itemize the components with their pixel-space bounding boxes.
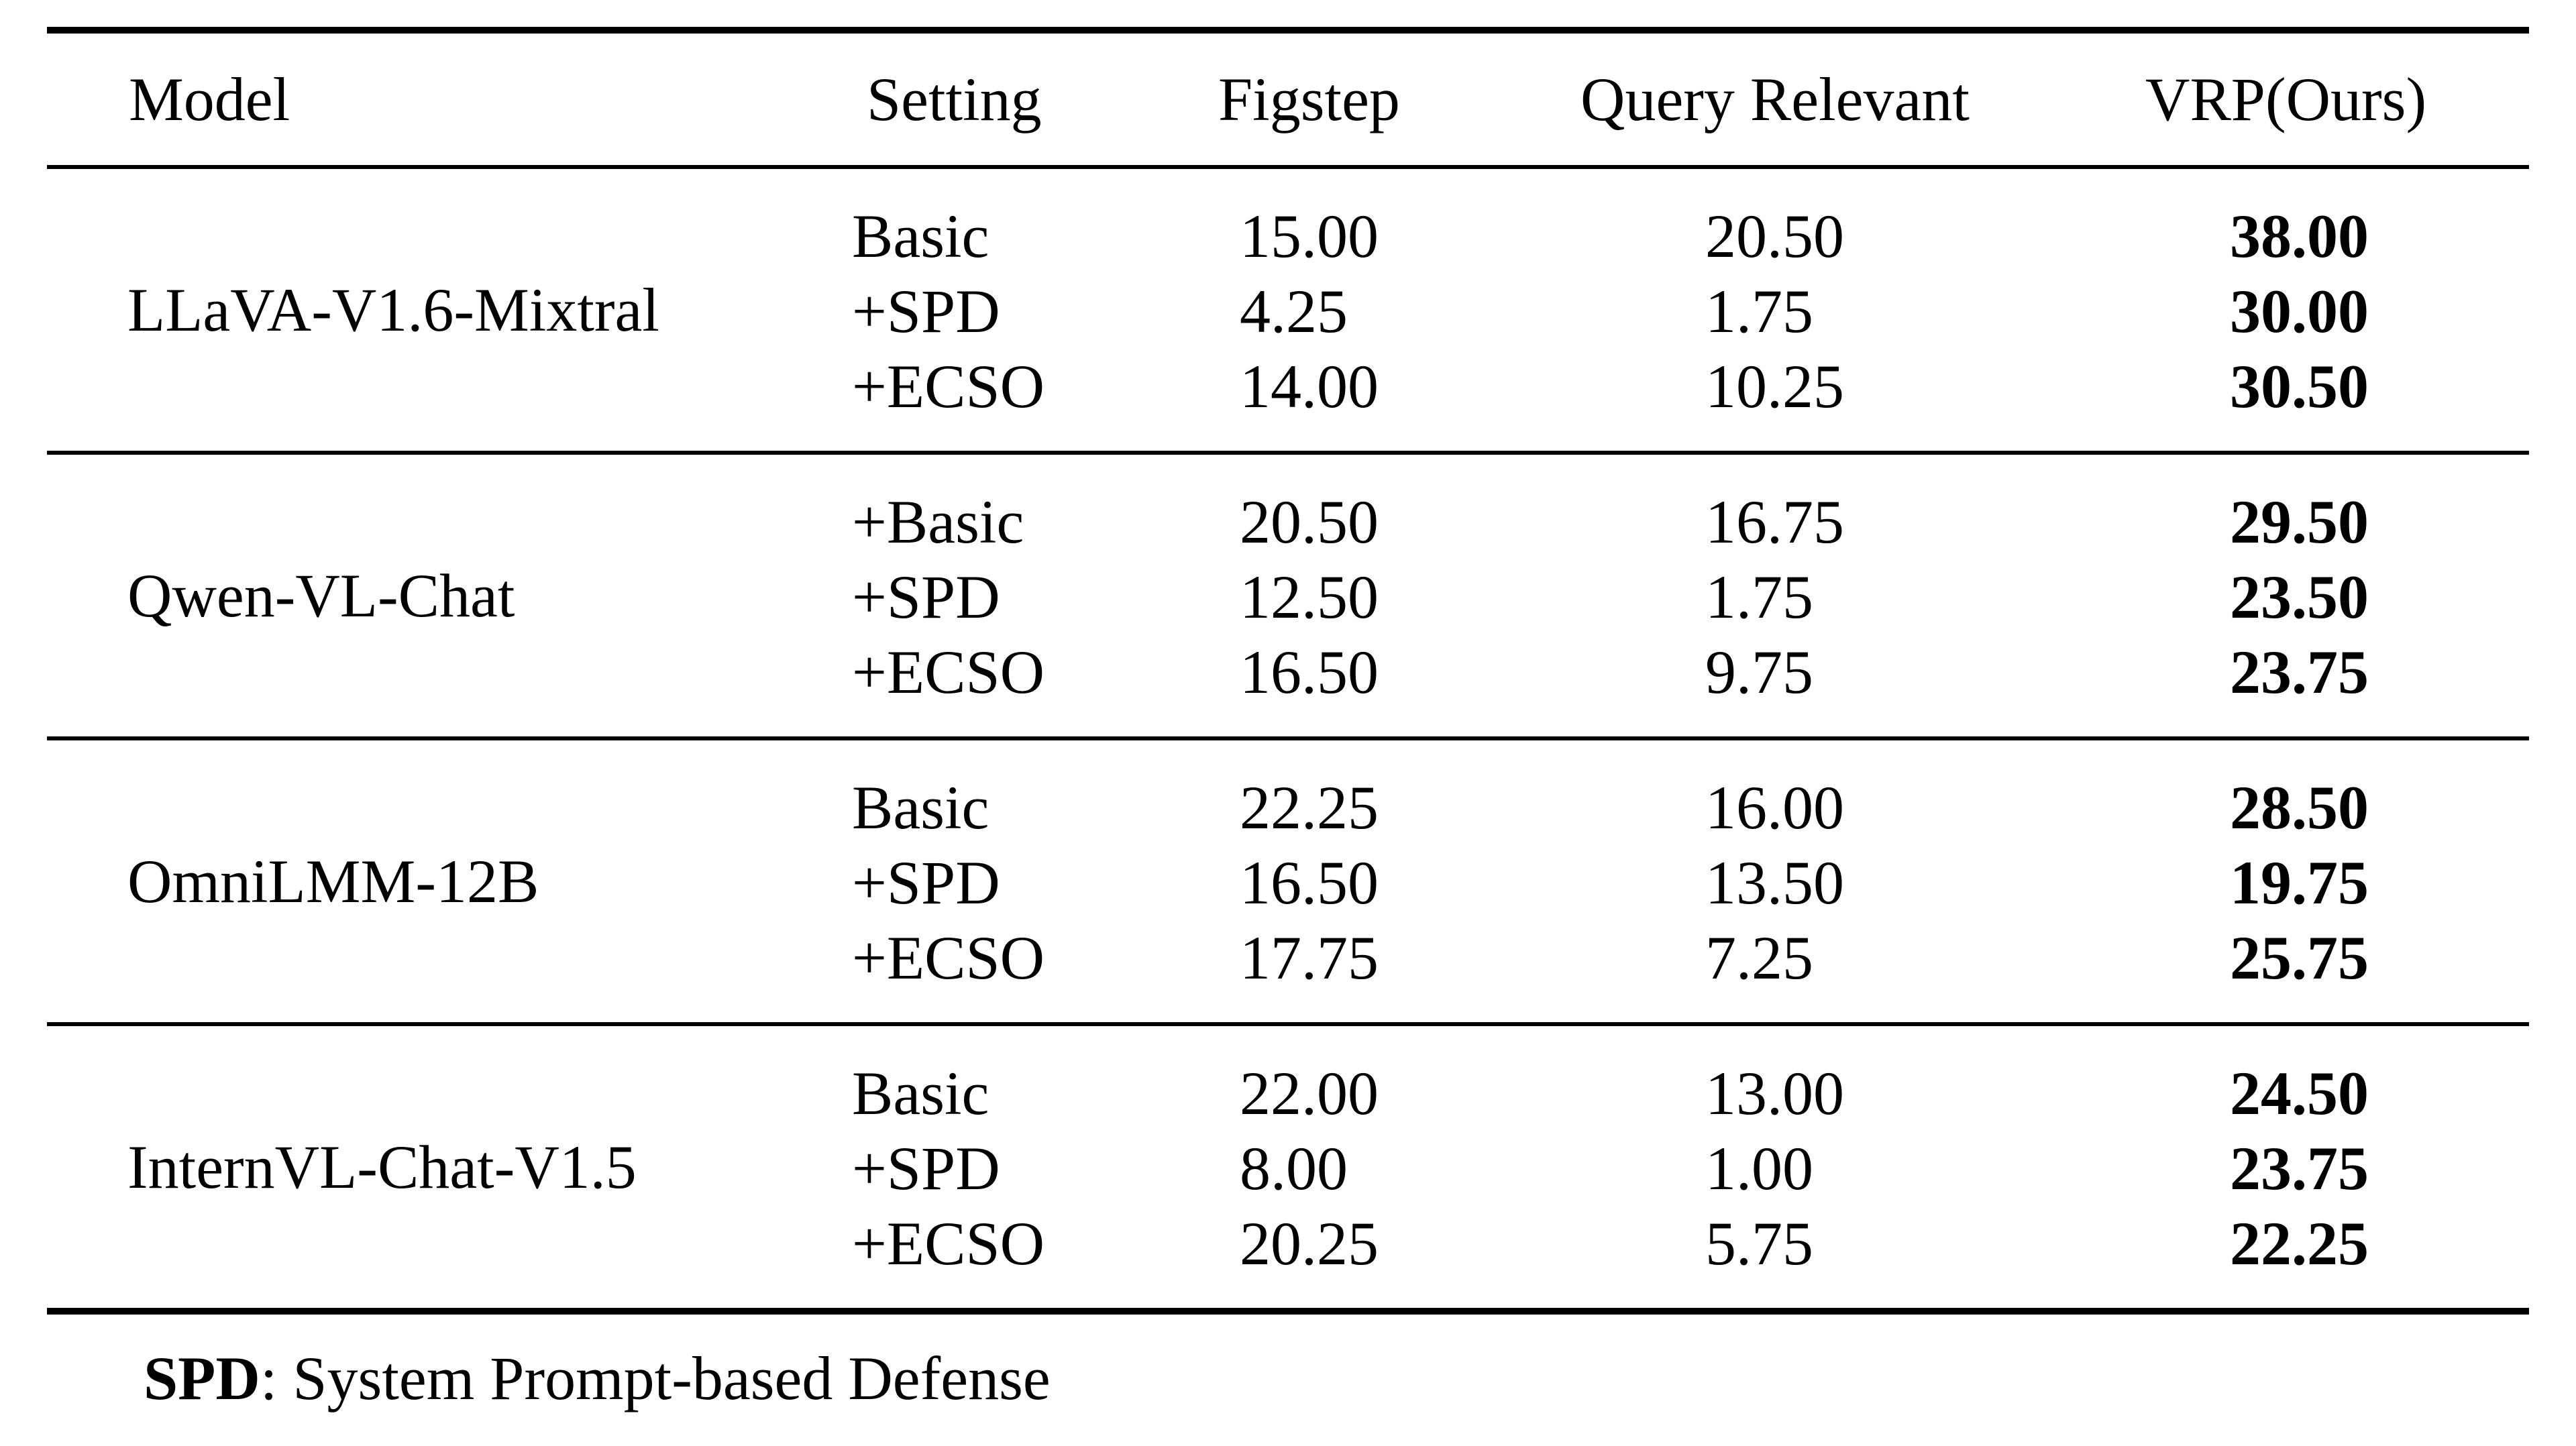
cell-query-relevant: 10.25 [1705,352,1844,421]
cell-figstep: 8.00 [1240,1134,1348,1203]
table-row: Basic 22.00 13.00 24.50 [47,1056,2529,1131]
model-name: OmniLMM-12B [127,847,539,915]
cell-query-relevant: 5.75 [1705,1209,1813,1278]
cell-figstep: 22.25 [1240,773,1379,842]
header-query-relevant: Query Relevant [1580,65,1970,133]
results-table: Model Setting Figstep Query Relevant VRP… [47,27,2529,1315]
table-row: +ECSO 16.50 9.75 23.75 [47,634,2529,710]
cell-vrp: 23.75 [2230,1134,2369,1203]
cell-query-relevant: 13.50 [1705,848,1844,917]
footnote-term: SPD [144,1344,260,1412]
cell-figstep: 17.75 [1240,924,1379,992]
cell-query-relevant: 1.75 [1705,277,1813,345]
cell-query-relevant: 20.50 [1705,202,1844,270]
cell-vrp: 22.25 [2230,1209,2369,1278]
cell-vrp: 24.50 [2230,1059,2369,1127]
cell-vrp: 30.00 [2230,277,2369,345]
header-vrp: VRP(Ours) [2145,65,2427,133]
table-row: +SPD 4.25 1.75 30.00 [47,274,2529,349]
table-row: +SPD 12.50 1.75 23.50 [47,559,2529,634]
model-group-internvl: InternVL-Chat-V1.5 Basic 22.00 13.00 24.… [47,1026,2529,1308]
table-row: +SPD 8.00 1.00 23.75 [47,1131,2529,1206]
cell-setting: +ECSO [852,924,1045,992]
table-row: Basic 15.00 20.50 38.00 [47,199,2529,274]
cell-setting: +Basic [852,488,1024,556]
cell-query-relevant: 9.75 [1705,638,1813,706]
group-divider-rule [47,736,2529,740]
cell-setting: +SPD [852,1134,1000,1203]
cell-vrp: 23.50 [2230,563,2369,631]
cell-vrp: 29.50 [2230,488,2369,556]
cell-setting: Basic [852,1059,989,1127]
model-group-llava: LLaVA-V1.6-Mixtral Basic 15.00 20.50 38.… [47,169,2529,451]
table-row: +ECSO 14.00 10.25 30.50 [47,349,2529,424]
table-row: +Basic 20.50 16.75 29.50 [47,484,2529,559]
cell-query-relevant: 1.75 [1705,563,1813,631]
cell-setting: +ECSO [852,638,1045,706]
cell-setting: Basic [852,202,989,270]
model-name: Qwen-VL-Chat [127,561,515,630]
header-figstep: Figstep [1218,65,1400,133]
cell-figstep: 22.00 [1240,1059,1379,1127]
cell-setting: +SPD [852,563,1000,631]
model-group-qwen: Qwen-VL-Chat +Basic 20.50 16.75 29.50 +S… [47,455,2529,736]
cell-query-relevant: 16.75 [1705,488,1844,556]
table-footnote: SPD: System Prompt-based Defense [144,1343,1051,1414]
table-header-row: Model Setting Figstep Query Relevant VRP… [47,34,2529,165]
table-bottom-rule [47,1308,2529,1315]
cell-setting: +ECSO [852,1209,1045,1278]
cell-query-relevant: 13.00 [1705,1059,1844,1127]
header-model: Model [129,65,290,133]
cell-query-relevant: 16.00 [1705,773,1844,842]
table-row: +ECSO 20.25 5.75 22.25 [47,1206,2529,1281]
cell-figstep: 15.00 [1240,202,1379,270]
cell-query-relevant: 1.00 [1705,1134,1813,1203]
cell-figstep: 20.25 [1240,1209,1379,1278]
table-header-rule [47,165,2529,169]
cell-figstep: 12.50 [1240,563,1379,631]
table-top-rule [47,27,2529,34]
cell-vrp: 28.50 [2230,773,2369,842]
group-divider-rule [47,451,2529,455]
cell-setting: +SPD [852,848,1000,917]
cell-vrp: 25.75 [2230,924,2369,992]
table-row: +ECSO 17.75 7.25 25.75 [47,920,2529,995]
footnote-definition: : System Prompt-based Defense [260,1344,1051,1412]
cell-figstep: 16.50 [1240,848,1379,917]
cell-setting: +SPD [852,277,1000,345]
cell-figstep: 4.25 [1240,277,1348,345]
cell-vrp: 38.00 [2230,202,2369,270]
cell-setting: +ECSO [852,352,1045,421]
table-row: Basic 22.25 16.00 28.50 [47,770,2529,845]
cell-setting: Basic [852,773,989,842]
model-group-omnilmm: OmniLMM-12B Basic 22.25 16.00 28.50 +SPD… [47,740,2529,1022]
table-row: +SPD 16.50 13.50 19.75 [47,845,2529,920]
group-divider-rule [47,1022,2529,1026]
model-name: InternVL-Chat-V1.5 [127,1133,637,1201]
model-name: LLaVA-V1.6-Mixtral [127,276,659,344]
cell-vrp: 23.75 [2230,638,2369,706]
cell-vrp: 19.75 [2230,848,2369,917]
cell-query-relevant: 7.25 [1705,924,1813,992]
cell-figstep: 16.50 [1240,638,1379,706]
cell-figstep: 20.50 [1240,488,1379,556]
cell-figstep: 14.00 [1240,352,1379,421]
header-setting: Setting [867,65,1042,133]
cell-vrp: 30.50 [2230,352,2369,421]
